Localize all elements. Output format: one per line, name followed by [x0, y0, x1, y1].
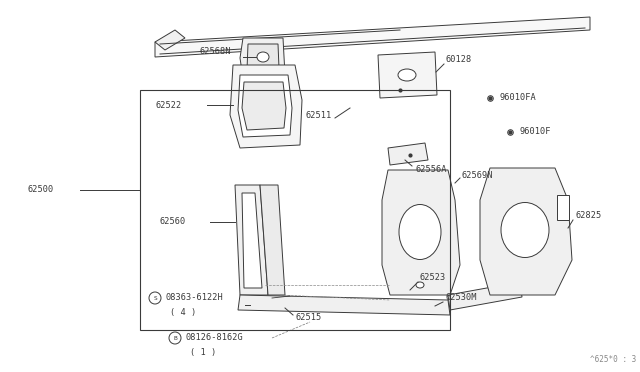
Text: 62515: 62515 [295, 314, 321, 323]
Polygon shape [242, 82, 286, 130]
Text: 62556A: 62556A [415, 166, 447, 174]
Text: 62522: 62522 [155, 100, 181, 109]
Text: ( 4 ): ( 4 ) [170, 308, 196, 317]
Text: 62530M: 62530M [445, 294, 477, 302]
Ellipse shape [399, 205, 441, 260]
Text: B: B [173, 336, 177, 340]
Bar [140, 90, 450, 330]
Polygon shape [235, 185, 268, 295]
Polygon shape [240, 38, 285, 78]
Text: 96010FA: 96010FA [500, 93, 537, 103]
Polygon shape [378, 52, 437, 98]
Polygon shape [388, 143, 428, 165]
Ellipse shape [416, 282, 424, 288]
Text: 60128: 60128 [445, 55, 471, 64]
Polygon shape [238, 295, 450, 315]
Ellipse shape [501, 202, 549, 257]
Polygon shape [448, 282, 522, 310]
Polygon shape [260, 185, 285, 295]
Ellipse shape [257, 52, 269, 62]
Polygon shape [230, 65, 302, 148]
Text: 96010F: 96010F [520, 128, 552, 137]
Polygon shape [238, 75, 292, 137]
Text: 62560: 62560 [160, 218, 186, 227]
Ellipse shape [398, 69, 416, 81]
Text: 62825: 62825 [575, 211, 601, 219]
Polygon shape [155, 30, 185, 50]
Text: 62500: 62500 [28, 186, 54, 195]
Text: S: S [153, 295, 157, 301]
Text: 62511: 62511 [305, 110, 332, 119]
Polygon shape [155, 17, 590, 57]
Text: 08126-8162G: 08126-8162G [185, 334, 243, 343]
Text: ( 1 ): ( 1 ) [190, 349, 216, 357]
Polygon shape [480, 168, 572, 295]
Polygon shape [382, 170, 460, 295]
Text: 62523: 62523 [420, 273, 446, 282]
Text: ^625*0 : 3: ^625*0 : 3 [590, 356, 636, 365]
Polygon shape [242, 193, 262, 288]
FancyBboxPatch shape [557, 195, 569, 220]
Polygon shape [247, 44, 279, 70]
Text: 08363-6122H: 08363-6122H [165, 294, 223, 302]
Text: 62569N: 62569N [462, 170, 493, 180]
Text: 62568N: 62568N [200, 48, 232, 57]
